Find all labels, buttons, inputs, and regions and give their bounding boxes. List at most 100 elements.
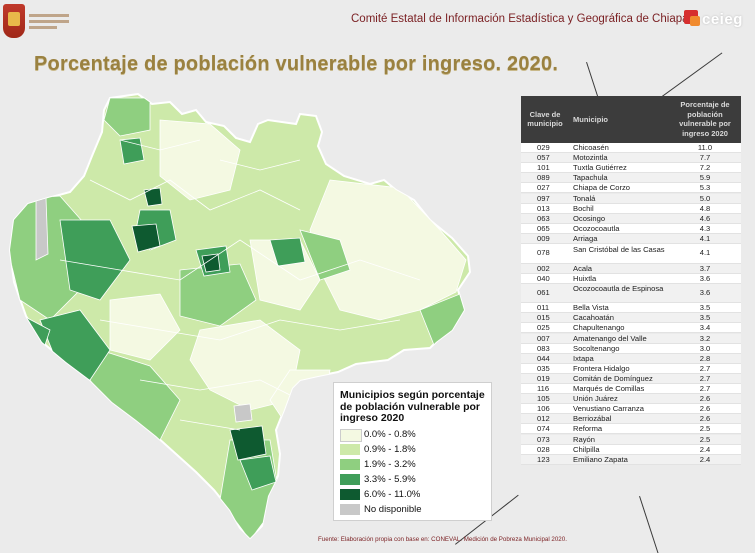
legend-item: 1.9% - 3.2%: [340, 459, 490, 471]
table-cell-municipality: Huixtla: [573, 273, 597, 283]
municipality-region-no-data: [233, 403, 253, 423]
table-cell-percent: 3.2: [699, 333, 711, 343]
table-header: Clave de municipio Municipio Porcentaje …: [521, 96, 741, 143]
table-cell-municipality: Tonalá: [573, 193, 596, 203]
table-cell-key: 007: [537, 333, 550, 343]
source-note: Fuente: Elaboración propia con base en: …: [318, 536, 567, 543]
municipality-region: [119, 137, 145, 165]
table-row: 065 Ocozocoautla 4.3: [521, 223, 741, 234]
table-cell-percent: 3.4: [699, 323, 711, 333]
table-cell-municipality: Comitán de Domínguez: [573, 373, 653, 383]
decorative-line: [586, 62, 599, 97]
table-cell-municipality: Ocozocoautla: [573, 223, 620, 233]
table-cell-municipality: Chilpilla: [573, 444, 600, 454]
table-row: 063 Ocosingo 4.6: [521, 213, 741, 224]
table-row: 106 Venustiano Carranza 2.6: [521, 404, 741, 415]
table-cell-municipality: Rayón: [573, 434, 595, 444]
table-row: 028 Chilpilla 2.4: [521, 444, 741, 455]
chiapas-municipalities-map: [8, 92, 472, 540]
table-row: 015 Cacahoatán 3.5: [521, 313, 741, 324]
municipality-region: [159, 119, 241, 201]
table-cell-percent: 3.7: [699, 263, 711, 273]
legend-swatch: [340, 504, 360, 515]
table-cell-municipality: Frontera Hidalgo: [573, 363, 630, 373]
legend-item: 6.0% - 11.0%: [340, 489, 490, 501]
table-cell-percent: 3.5: [699, 303, 711, 313]
table-row: 002 Acala 3.7: [521, 263, 741, 274]
page-title: Porcentaje de población vulnerable por i…: [34, 53, 559, 75]
municipality-region: [179, 263, 257, 327]
table-row: 057 Motozintla 7.7: [521, 153, 741, 164]
table-row: 073 Rayón 2.5: [521, 434, 741, 445]
table-cell-percent: 2.8: [699, 353, 711, 363]
table-row: 061 Ocozocoautla de Espinosa 3.6: [521, 283, 741, 304]
table-cell-percent: 3.0: [699, 343, 711, 353]
municipality-region: [229, 425, 267, 461]
table-cell-municipality: Chiapa de Corzo: [573, 183, 630, 193]
table-row: 089 Tapachula 5.9: [521, 173, 741, 184]
table-row: 116 Marqués de Comillas 2.7: [521, 384, 741, 395]
table-cell-percent: 2.4: [699, 454, 711, 464]
municipality-region: [269, 237, 306, 267]
map-legend: Municipios según porcentaje de población…: [333, 382, 492, 521]
header-percent: Porcentaje de población vulnerable por i…: [679, 100, 731, 138]
municipality-region-no-data: [35, 197, 49, 261]
table-row: 009 Arriaga 4.1: [521, 233, 741, 244]
legend-swatch: [340, 444, 360, 455]
municipality-region: [143, 187, 163, 207]
municipality-borders: [59, 139, 421, 431]
table-cell-percent: 3.6: [699, 287, 711, 297]
municipality-region: [59, 219, 131, 301]
table-cell-key: 035: [537, 363, 550, 373]
table-cell-key: 015: [537, 313, 550, 323]
table-row: 012 Berriozábal 2.6: [521, 414, 741, 425]
table-cell-key: 065: [537, 223, 550, 233]
legend-item: 0.9% - 1.8%: [340, 444, 490, 456]
table-cell-municipality: Motozintla: [573, 153, 608, 163]
table-row: 035 Frontera Hidalgo 2.7: [521, 363, 741, 374]
table-cell-percent: 5.0: [699, 193, 711, 203]
chiapas-government-shield-logo: [3, 4, 69, 40]
table-cell-municipality: Chicoasén: [573, 143, 609, 152]
table-cell-municipality: Marqués de Comillas: [573, 384, 645, 393]
table-cell-municipality: Arriaga: [573, 233, 598, 243]
municipality-region: [109, 293, 181, 361]
table-row: 097 Tonalá 5.0: [521, 193, 741, 204]
table-cell-percent: 2.6: [699, 394, 711, 404]
table-cell-key: 027: [537, 183, 550, 193]
table-cell-percent: 2.4: [699, 444, 711, 454]
table-row: 083 Socoltenango 3.0: [521, 343, 741, 354]
legend-label: 0.0% - 0.8%: [364, 429, 416, 440]
table-cell-municipality: Bella Vista: [573, 303, 609, 313]
table-cell-percent: 11.0: [697, 143, 713, 152]
table-row: 074 Reforma 2.5: [521, 424, 741, 435]
organization-title: Comité Estatal de Información Estadístic…: [351, 13, 695, 25]
table-cell-key: 123: [537, 454, 550, 464]
table-cell-municipality: Unión Juárez: [573, 394, 618, 404]
table-cell-key: 057: [537, 153, 550, 163]
legend-label: No disponible: [364, 504, 422, 515]
table-cell-key: 025: [537, 323, 550, 333]
table-cell-key: 012: [537, 414, 550, 424]
table-row: 027 Chiapa de Corzo 5.3: [521, 183, 741, 194]
table-cell-percent: 2.6: [699, 414, 711, 424]
table-row: 105 Unión Juárez 2.6: [521, 394, 741, 405]
legend-swatch: [340, 429, 362, 442]
table-cell-municipality: Reforma: [573, 424, 603, 434]
table-row: 013 Bochil 4.8: [521, 203, 741, 214]
table-cell-percent: 7.2: [699, 163, 711, 173]
legend-title: Municipios según porcentaje de población…: [340, 389, 485, 424]
table-cell-percent: 4.6: [699, 213, 711, 223]
table-cell-percent: 2.7: [699, 373, 711, 383]
table-cell-key: 097: [537, 193, 550, 203]
table-cell-key: 028: [537, 444, 550, 454]
table-cell-percent: 3.5: [699, 313, 711, 323]
legend-swatch: [340, 489, 360, 500]
table-row: 019 Comitán de Domínguez 2.7: [521, 373, 741, 384]
table-cell-key: 101: [537, 163, 550, 173]
table-cell-percent: 2.7: [699, 384, 711, 393]
table-cell-percent: 7.7: [699, 153, 711, 163]
legend-item: 3.3% - 5.9%: [340, 474, 490, 486]
table-row: 044 Ixtapa 2.8: [521, 353, 741, 364]
table-cell-municipality: Bochil: [573, 203, 594, 213]
